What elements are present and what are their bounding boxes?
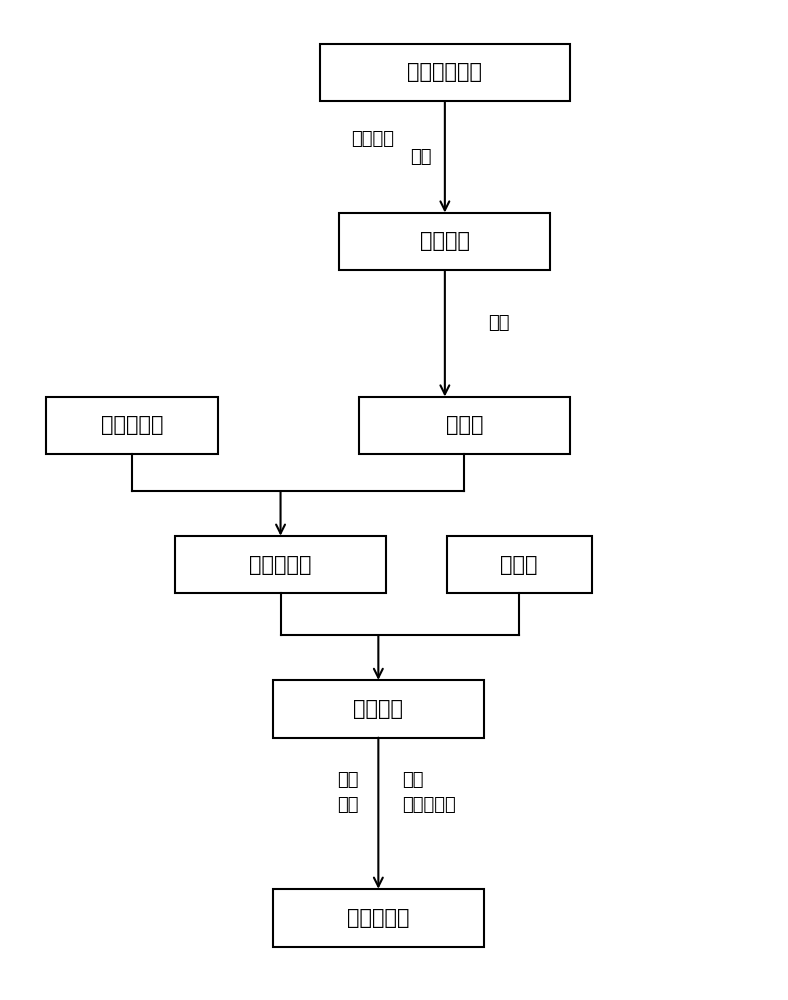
Bar bbox=[175, 536, 386, 593]
Text: 改性活性炭: 改性活性炭 bbox=[347, 908, 410, 928]
Text: 有机固体废物: 有机固体废物 bbox=[407, 62, 482, 82]
Text: 还原性气体: 还原性气体 bbox=[101, 415, 163, 435]
Text: 二级炉: 二级炉 bbox=[446, 415, 483, 435]
Text: 粉碎: 粉碎 bbox=[337, 771, 359, 789]
Bar bbox=[339, 213, 551, 270]
Text: 改性热态焦: 改性热态焦 bbox=[249, 555, 312, 575]
Bar bbox=[359, 397, 570, 454]
Bar bbox=[273, 680, 484, 738]
Text: 水洗: 水洗 bbox=[402, 771, 423, 789]
Text: 废物颗粒: 废物颗粒 bbox=[420, 231, 470, 251]
Bar bbox=[320, 44, 570, 101]
Bar bbox=[46, 397, 218, 454]
Bar bbox=[273, 889, 484, 947]
Text: 切割: 切割 bbox=[410, 148, 431, 166]
Text: 活性炭黑: 活性炭黑 bbox=[353, 699, 403, 719]
Text: 装样: 装样 bbox=[488, 314, 509, 332]
Bar bbox=[447, 536, 592, 593]
Text: 一级炉: 一级炉 bbox=[500, 555, 538, 575]
Text: 水蒸气碳化: 水蒸气碳化 bbox=[402, 796, 455, 814]
Text: 酸洗: 酸洗 bbox=[337, 796, 359, 814]
Text: 去除杂质: 去除杂质 bbox=[351, 130, 394, 148]
